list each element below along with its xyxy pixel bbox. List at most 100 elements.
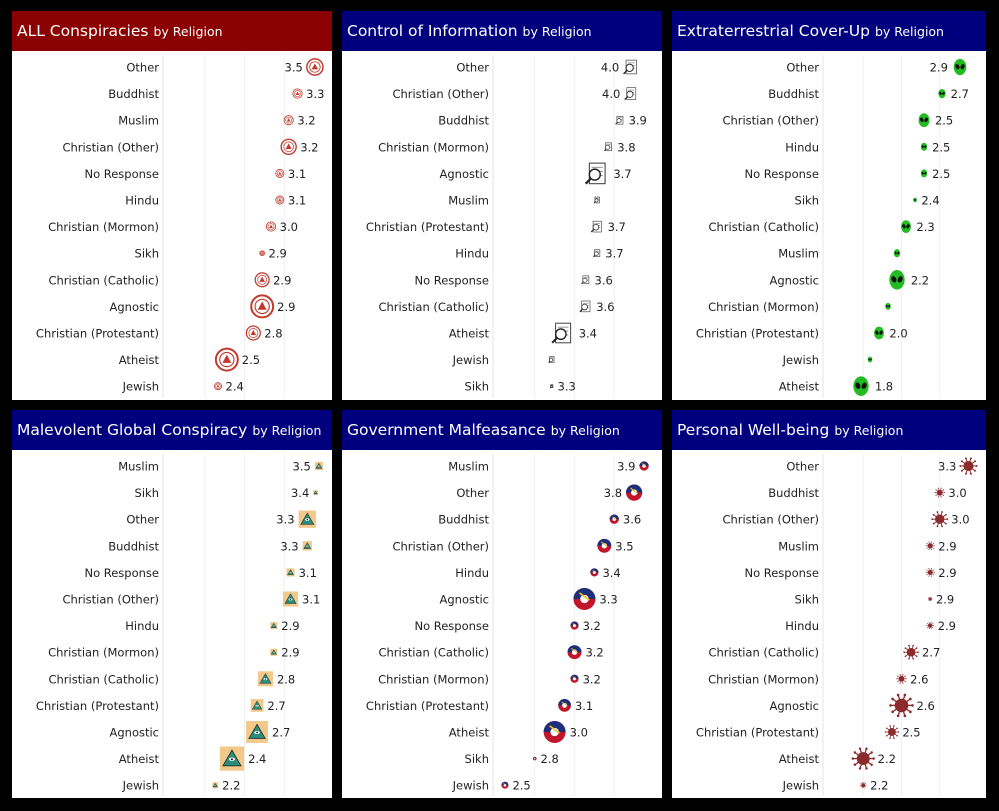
- data-point seal-icon: [214, 347, 239, 372]
- data-label: 2.9: [281, 646, 299, 660]
- data-point alien-icon: [867, 356, 873, 363]
- data-point pyramid-eye-icon: [212, 782, 219, 789]
- category-label: No Response: [414, 273, 489, 287]
- chart-title: Malevolent Global Conspiracy: [17, 421, 248, 439]
- category-label: Christian (Catholic): [708, 220, 819, 234]
- data-label: 4.0: [601, 61, 619, 75]
- category-label: Agnostic: [769, 273, 819, 287]
- data-point alien-icon: [885, 302, 891, 310]
- category-label: Jewish: [452, 779, 489, 793]
- category-label: Christian (Protestant): [36, 327, 159, 341]
- data-label: 2.5: [902, 726, 920, 740]
- data-point alien-icon: [920, 142, 928, 151]
- data-point seal-icon: [275, 195, 285, 205]
- data-label: 2.9: [936, 593, 954, 607]
- data-label: 2.3: [916, 220, 934, 234]
- data-point pyramid-eye-icon: [302, 541, 312, 551]
- data-point alien-icon: [953, 58, 967, 76]
- data-point document-magnifier-icon: [581, 275, 590, 285]
- category-label: Sikh: [465, 380, 489, 394]
- category-label: Jewish: [782, 779, 819, 793]
- chart-header: Control of Information by Religion: [342, 11, 662, 51]
- data-point seal-icon: [292, 88, 303, 99]
- chart-plot: Other 2.9 Buddhist 2.7 Christian (Other) 2.5 H…: [696, 55, 969, 398]
- category-label: Other: [456, 61, 489, 75]
- category-label: Agnostic: [109, 726, 159, 740]
- category-label: No Response: [414, 619, 489, 633]
- data-label: 2.5: [242, 353, 260, 367]
- data-point document-magnifier-icon: [624, 87, 637, 100]
- data-label: 3.3: [276, 513, 294, 527]
- data-point alien-icon: [874, 326, 884, 340]
- data-label: 3.8: [617, 140, 635, 154]
- chart-plot: Other 4.0 Christian (Other) 4.0 Buddhist 3.9 C…: [366, 55, 647, 398]
- chart-header: Extraterrestrial Cover-Up by Religion: [672, 11, 986, 51]
- data-point virus-icon: [889, 693, 914, 718]
- data-point government-seal-icon: [532, 756, 537, 761]
- category-label: Other: [126, 61, 159, 75]
- data-point alien-icon: [889, 269, 905, 290]
- data-label: 3.6: [596, 300, 614, 314]
- data-point virus-icon: [859, 782, 867, 789]
- data-point alien-icon: [893, 249, 901, 258]
- chart-subtitle: by Religion: [153, 23, 223, 39]
- data-point government-seal-icon: [558, 699, 571, 712]
- data-point seal-icon: [259, 250, 265, 256]
- data-point pyramid-eye-icon: [250, 699, 264, 712]
- category-label: Sikh: [795, 593, 819, 607]
- data-label: 3.1: [575, 699, 593, 713]
- data-label: 3.6: [623, 513, 641, 527]
- data-label: 2.8: [541, 752, 559, 766]
- data-label: 2.9: [281, 619, 299, 633]
- data-point pyramid-eye-icon: [257, 671, 273, 687]
- category-label: Christian (Mormon): [378, 140, 489, 154]
- data-point seal-icon: [250, 294, 275, 319]
- category-label: Christian (Other): [392, 539, 489, 553]
- data-label: 2.2: [870, 779, 888, 793]
- data-label: 3.1: [288, 194, 306, 208]
- chart-title: ALL Conspiracies: [17, 22, 149, 40]
- data-label: 3.0: [948, 486, 966, 500]
- data-point virus-icon: [925, 568, 935, 577]
- data-point pyramid-eye-icon: [298, 510, 316, 528]
- chart-plot: Muslim 3.9 Other 3.8 Buddhist 3.6 Christian (O…: [366, 454, 649, 796]
- category-label: Agnostic: [439, 167, 489, 181]
- category-label: Christian (Protestant): [696, 327, 819, 341]
- data-label: 2.7: [951, 87, 969, 101]
- category-label: Hindu: [785, 140, 819, 154]
- data-point virus-icon: [925, 541, 935, 551]
- data-point seal-icon: [254, 272, 270, 288]
- category-label: Christian (Mormon): [708, 300, 819, 314]
- data-label: 3.4: [579, 327, 597, 341]
- category-label: Muslim: [448, 460, 489, 474]
- data-label: 2.0: [889, 327, 907, 341]
- data-point document-magnifier-icon: [623, 59, 637, 75]
- data-point document-magnifier-icon: [584, 162, 606, 185]
- chart-plot: Muslim 3.5 Sikh 3.4 Other 3.3 Buddhist 3.3 No Re…: [36, 454, 323, 796]
- data-label: 3.3: [599, 593, 617, 607]
- category-label: Atheist: [449, 327, 490, 341]
- data-label: 3.2: [297, 114, 315, 128]
- data-point government-seal-icon: [501, 781, 509, 789]
- category-label: Jewish: [452, 353, 489, 367]
- data-label: 3.7: [608, 220, 626, 234]
- data-point document-magnifier-icon: [579, 300, 591, 313]
- category-label: Other: [786, 460, 819, 474]
- data-point document-magnifier-icon: [551, 322, 572, 344]
- category-label: Sikh: [135, 247, 159, 261]
- category-label: Christian (Catholic): [48, 672, 159, 686]
- chart-panel-6: Personal Well-being by Religion Other 3.3 Bu…: [672, 410, 986, 798]
- category-label: Hindu: [785, 619, 819, 633]
- data-label: 3.9: [629, 114, 647, 128]
- data-point virus-icon: [959, 457, 978, 475]
- category-label: Sikh: [795, 194, 819, 208]
- data-label: 2.2: [911, 273, 929, 287]
- chart-subtitle: by Religion: [874, 23, 944, 39]
- data-label: 2.5: [512, 779, 530, 793]
- data-label: 2.5: [935, 114, 953, 128]
- data-label: 2.7: [922, 646, 940, 660]
- data-point seal-icon: [275, 168, 285, 178]
- data-point pyramid-eye-icon: [314, 461, 323, 471]
- data-label: 2.5: [932, 140, 950, 154]
- category-label: Christian (Protestant): [366, 220, 489, 234]
